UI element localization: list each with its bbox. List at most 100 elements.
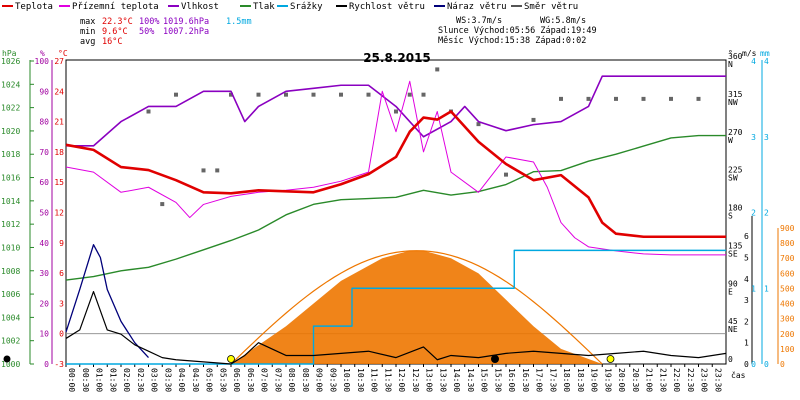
stat-humidity: 50% [139, 27, 154, 37]
rain-tick-left: 0 [751, 360, 756, 369]
wind-direction-point [284, 92, 288, 97]
legend-item-4: Tlak [240, 2, 275, 12]
gust-line [65, 244, 149, 359]
direction-axis-unit: ° [728, 49, 733, 58]
pressure-tick: 1012 [1, 220, 20, 229]
wind-direction-point [201, 168, 206, 173]
time-tick: 00:30 [81, 368, 90, 392]
wind-direction-point [641, 96, 646, 101]
time-tick: 13:30 [438, 368, 447, 392]
direction-tick: 90 [728, 279, 738, 288]
temperature-tick: -3 [54, 360, 64, 369]
wind-direction-point [174, 92, 178, 97]
stats-row-avg: avg 16°C [80, 37, 122, 47]
direction-name: NE [728, 325, 738, 334]
rain-tick: 2 [764, 209, 769, 218]
rain-axis-unit: mm [760, 49, 770, 58]
legend-item-1: Teplota [2, 2, 53, 12]
time-tick: 20:30 [631, 368, 640, 392]
wind-tick: 3 [744, 296, 749, 305]
wind-gust-info: WG:5.8m/s [540, 16, 586, 26]
pressure-tick: 1020 [1, 127, 20, 136]
solar-tick: 0 [780, 360, 785, 369]
direction-name: SW [728, 174, 738, 183]
time-tick: 01:00 [95, 368, 104, 392]
solar-tick: 500 [780, 284, 795, 293]
temperature-tick: 21 [54, 118, 64, 127]
time-tick: 02:30 [136, 368, 145, 392]
rain-tick-left: 2 [751, 209, 756, 218]
humidity-tick: 30 [39, 269, 49, 278]
time-tick: 11:00 [370, 368, 379, 392]
time-tick: 20:00 [617, 368, 626, 392]
time-tick: 06:00 [232, 368, 241, 392]
time-tick: 12:30 [411, 368, 420, 392]
time-tick: 13:00 [425, 368, 434, 392]
stats-row-min: min 9.6°C 50% 1007.2hPa [80, 27, 209, 37]
time-tick: 14:00 [452, 368, 461, 392]
time-tick: 02:00 [122, 368, 131, 392]
humidity-line [66, 75, 726, 147]
humidity-tick: 60 [39, 178, 49, 187]
time-tick: 21:30 [658, 368, 667, 392]
time-tick: 18:00 [562, 368, 571, 392]
legend-label: Vlhkost [181, 2, 219, 12]
direction-name: S [728, 212, 733, 221]
time-tick: 01:30 [108, 368, 117, 392]
temperature-tick: 12 [54, 209, 64, 218]
pressure-tick: 1018 [1, 150, 20, 159]
time-tick: 15:30 [493, 368, 502, 392]
time-tick: 23:00 [700, 368, 709, 392]
wind-direction-point [476, 122, 481, 127]
wind-direction-point [407, 92, 412, 97]
rain-tick: 1 [764, 284, 769, 293]
direction-name: W [728, 136, 733, 145]
time-tick: 06:30 [246, 368, 255, 392]
rain-line [66, 249, 726, 365]
solar-tick: 400 [780, 300, 795, 309]
chart-date: 25.8.2015 [363, 51, 431, 65]
wind-direction-point [531, 117, 536, 122]
pressure-tick: 1002 [1, 337, 20, 346]
wind-direction-point [586, 96, 591, 101]
wind-direction-point [559, 96, 563, 101]
legend-label: Náraz větru [447, 2, 507, 12]
time-axis-label: čas [731, 370, 746, 380]
rain-tick-left: 1 [751, 284, 756, 293]
direction-tick: 270 [728, 128, 743, 137]
humidity-tick: 90 [39, 87, 49, 96]
time-tick: 19:30 [603, 368, 612, 392]
time-tick: 19:00 [590, 368, 599, 392]
rain-tick: 4 [764, 57, 769, 66]
time-tick: 10:00 [342, 368, 351, 392]
wind-speed-line [65, 290, 727, 365]
solar-tick: 300 [780, 315, 795, 324]
time-tick: 09:00 [315, 368, 324, 392]
time-tick: 07:30 [273, 368, 282, 392]
ground-temperature-line [65, 80, 726, 256]
wind-tick: 5 [744, 254, 749, 263]
humidity-axis-unit: % [40, 49, 45, 58]
stat-pressure: 1007.2hPa [163, 27, 209, 37]
direction-tick: 45 [728, 317, 738, 326]
time-tick: 00:00 [67, 368, 76, 392]
direction-name: NW [728, 98, 738, 107]
pressure-tick: 1008 [1, 267, 20, 276]
direction-name: N [728, 60, 733, 69]
stat-pressure: 1019.6hPa [163, 17, 209, 27]
time-tick: 05:00 [205, 368, 214, 392]
pressure-tick: 1004 [1, 313, 20, 322]
legend-item-8: Směr větru [511, 2, 578, 12]
direction-tick: 0 [728, 355, 733, 364]
time-tick: 14:30 [466, 368, 475, 392]
legend-item-3: Vlhkost [168, 2, 219, 12]
pressure-axis-unit: hPa [2, 49, 17, 58]
rain-tick: 0 [764, 360, 769, 369]
direction-tick: 315 [728, 90, 743, 99]
stat-label: min [80, 27, 95, 37]
wind-direction-point [256, 92, 261, 97]
wind-direction-point [504, 172, 508, 177]
time-tick: 18:30 [576, 368, 585, 392]
temperature-tick: 24 [54, 87, 64, 96]
legend-label: Srážky [290, 2, 323, 12]
